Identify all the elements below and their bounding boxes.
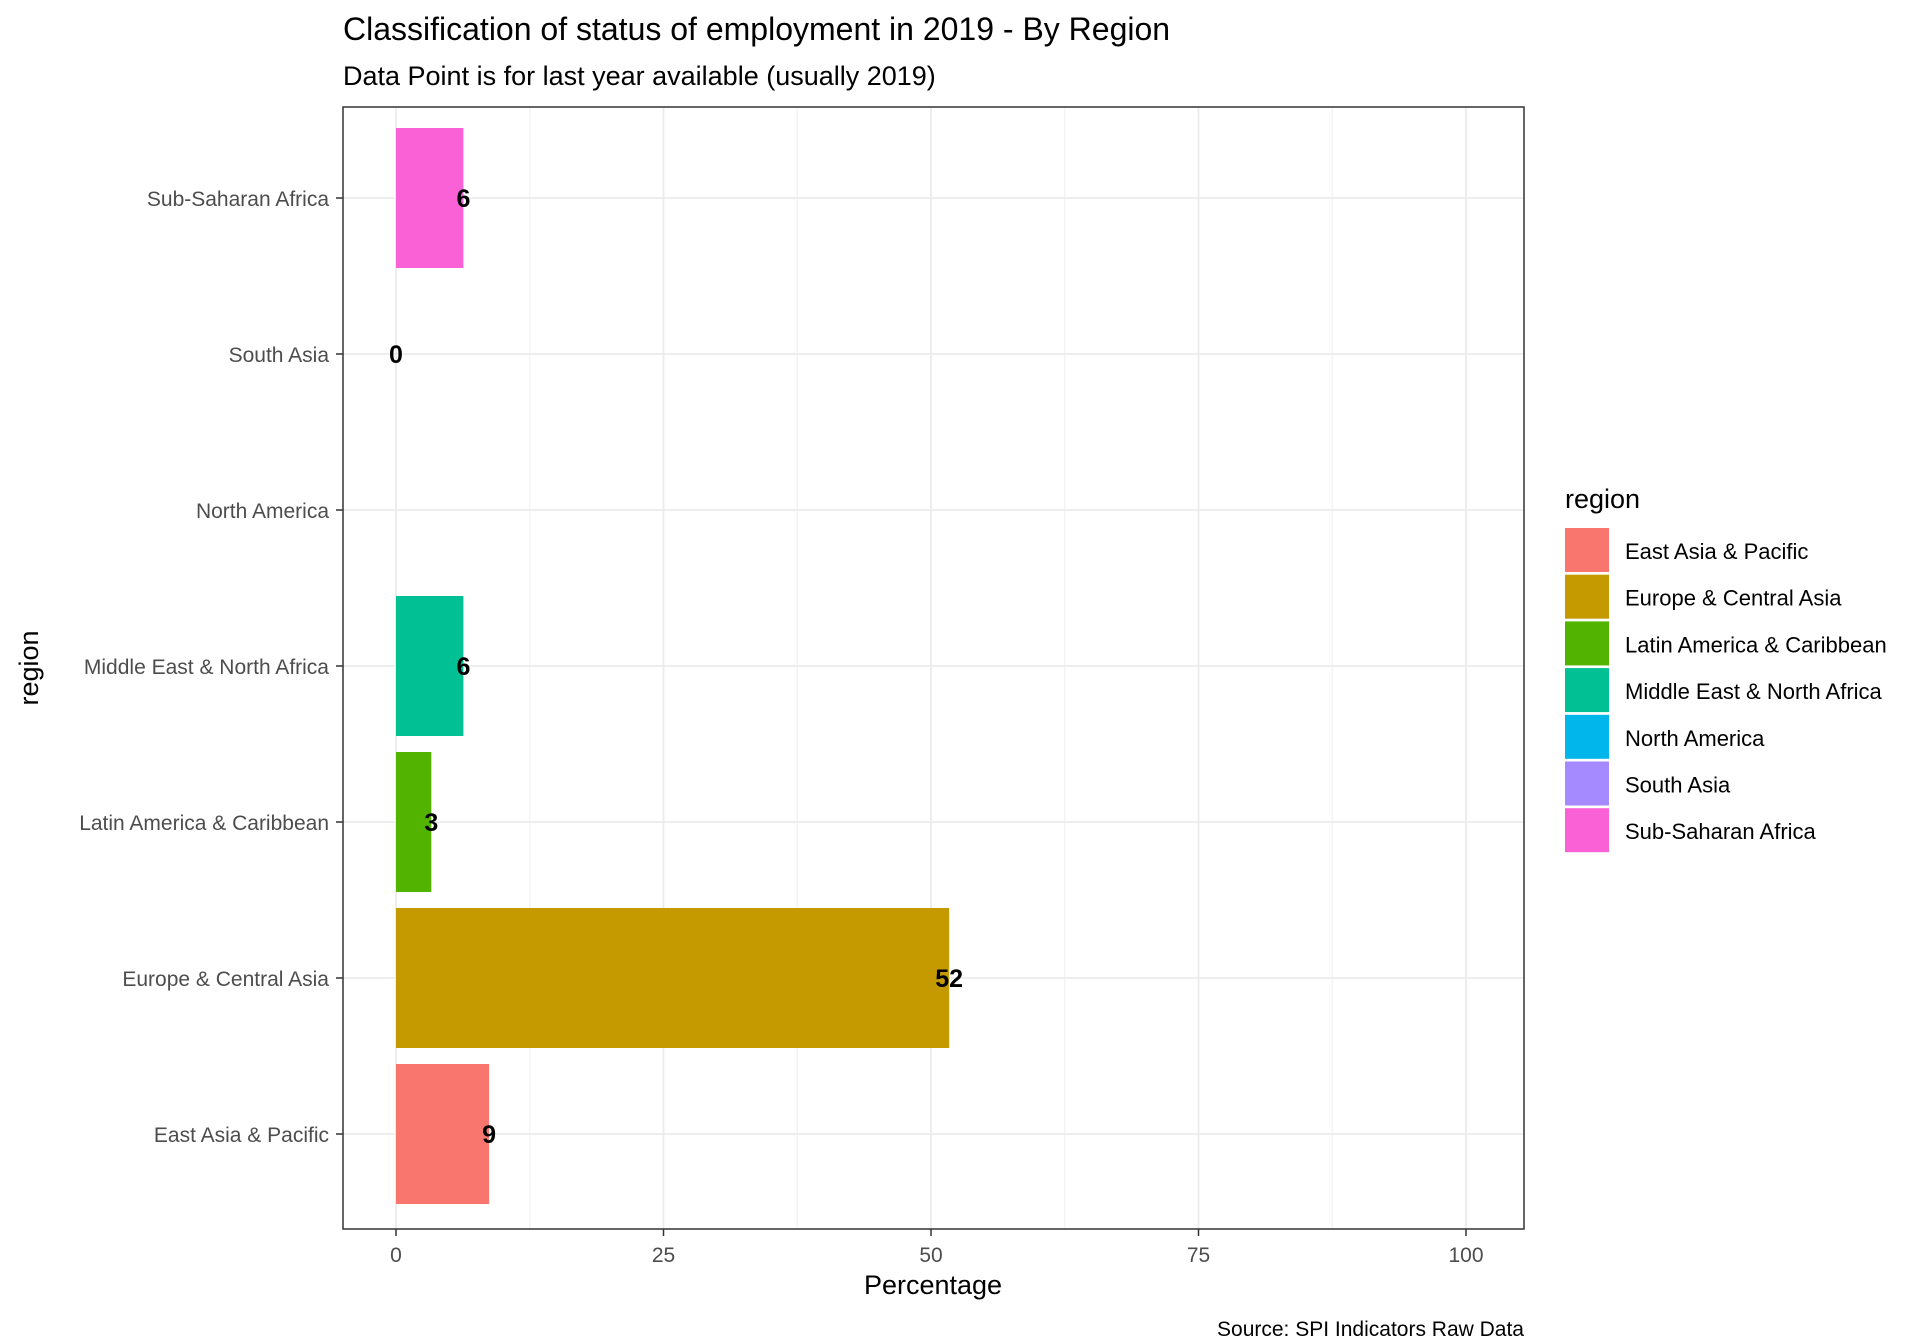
y-tick-label: South Asia bbox=[229, 344, 330, 367]
x-tick-label: 0 bbox=[390, 1244, 402, 1267]
bar bbox=[396, 752, 432, 892]
bar bbox=[396, 128, 464, 268]
data-label: 52 bbox=[935, 965, 963, 993]
legend-key bbox=[1565, 528, 1609, 572]
legend-label: Sub-Saharan Africa bbox=[1625, 819, 1817, 844]
plot-border bbox=[342, 106, 1525, 1230]
legend-label: Latin America & Caribbean bbox=[1625, 632, 1887, 657]
data-labels: 9 52 3 6 0 6 bbox=[389, 185, 963, 1149]
data-label: 6 bbox=[456, 653, 470, 681]
x-tick-label: 100 bbox=[1448, 1244, 1483, 1267]
bar bbox=[396, 1064, 490, 1204]
legend-key bbox=[1565, 761, 1609, 806]
legend-key bbox=[1565, 808, 1609, 853]
legend-label: Middle East & North Africa bbox=[1625, 679, 1883, 704]
plot-panel bbox=[343, 107, 1524, 1229]
y-tick-label: Middle East & North Africa bbox=[84, 656, 329, 679]
bar bbox=[396, 908, 950, 1048]
legend-key bbox=[1565, 574, 1609, 619]
x-tick-label: 25 bbox=[652, 1244, 675, 1267]
x-tick-label: 75 bbox=[1187, 1244, 1210, 1267]
y-axis: East Asia & Pacific Europe & Central Asia… bbox=[79, 188, 343, 1147]
legend-label: East Asia & Pacific bbox=[1625, 539, 1808, 564]
chart-subtitle: Data Point is for last year available (u… bbox=[343, 61, 936, 91]
x-tick-label: 50 bbox=[919, 1244, 942, 1267]
y-tick-label: Europe & Central Asia bbox=[122, 968, 329, 991]
x-axis: 0 25 50 75 100 bbox=[390, 1229, 1484, 1267]
y-tick-label: Sub-Saharan Africa bbox=[147, 188, 329, 211]
data-label: 6 bbox=[456, 185, 470, 213]
bar bbox=[396, 596, 464, 736]
legend-key bbox=[1565, 621, 1609, 666]
legend-label: North America bbox=[1625, 726, 1765, 751]
legend-key bbox=[1565, 714, 1609, 759]
legend-label: Europe & Central Asia bbox=[1625, 586, 1842, 611]
data-label: 0 bbox=[389, 341, 403, 369]
legend-title: region bbox=[1565, 484, 1640, 514]
data-label: 9 bbox=[482, 1121, 496, 1149]
legend-key bbox=[1565, 668, 1609, 713]
legend-label: South Asia bbox=[1625, 773, 1731, 798]
y-axis-title: region bbox=[14, 630, 44, 705]
y-tick-label: East Asia & Pacific bbox=[154, 1124, 329, 1147]
chart-title: Classification of status of employment i… bbox=[343, 11, 1170, 47]
y-tick-label: North America bbox=[196, 500, 329, 523]
data-label: 3 bbox=[424, 809, 438, 837]
x-axis-title: Percentage bbox=[864, 1270, 1002, 1300]
bars bbox=[396, 128, 950, 1204]
chart-caption: Source: SPI Indicators Raw Data bbox=[1217, 1318, 1524, 1341]
y-tick-label: Latin America & Caribbean bbox=[79, 812, 329, 835]
legend: region East Asia & Pacific Europe & Centr… bbox=[1565, 484, 1887, 853]
